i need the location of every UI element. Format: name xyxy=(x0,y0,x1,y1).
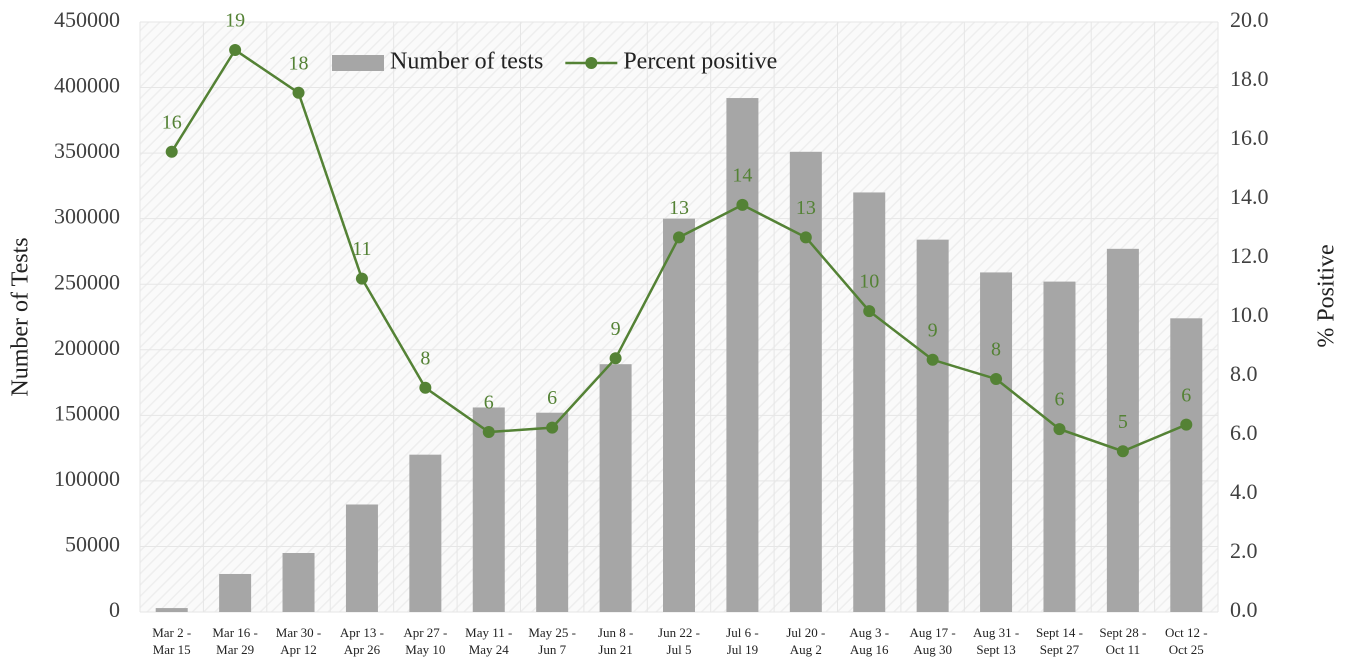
value-label: 6 xyxy=(1181,384,1191,406)
bar xyxy=(282,553,315,612)
y2-tick-label: 18.0 xyxy=(1230,66,1269,91)
y-tick-label: 200000 xyxy=(54,335,120,360)
value-label: 8 xyxy=(991,339,1001,361)
value-label: 16 xyxy=(162,111,182,133)
y2-tick-label: 20.0 xyxy=(1230,7,1269,32)
bar xyxy=(536,412,569,612)
bar xyxy=(980,272,1013,612)
y2-tick-label: 6.0 xyxy=(1230,420,1258,445)
value-label: 10 xyxy=(859,271,879,293)
x-tick-label: May 11 -May 24 xyxy=(465,625,512,657)
value-label: 6 xyxy=(1054,389,1064,411)
value-label: 14 xyxy=(732,164,752,186)
y2-tick-label: 12.0 xyxy=(1230,243,1269,268)
x-tick-label: Jul 6 -Jul 19 xyxy=(726,625,759,657)
point xyxy=(165,145,178,158)
point xyxy=(1180,418,1193,431)
y-tick-label: 50000 xyxy=(65,531,120,556)
point xyxy=(482,426,495,439)
bar xyxy=(409,454,442,612)
x-tick-label: Sept 28 -Oct 11 xyxy=(1099,625,1146,657)
point xyxy=(990,372,1003,385)
value-label: 9 xyxy=(611,318,621,340)
y-tick-label: 350000 xyxy=(54,138,120,163)
value-label: 6 xyxy=(484,392,494,414)
x-tick-label: Sept 14 -Sept 27 xyxy=(1036,625,1083,657)
bar xyxy=(472,407,505,612)
y-tick-label: 250000 xyxy=(54,269,120,294)
point xyxy=(1053,423,1066,436)
point xyxy=(926,353,939,366)
y-tick-label: 0 xyxy=(109,597,120,622)
value-label: 19 xyxy=(225,10,245,32)
bar xyxy=(1043,281,1076,612)
bar xyxy=(345,504,378,612)
y2-tick-label: 8.0 xyxy=(1230,361,1258,386)
y-axis-label: Number of Tests xyxy=(8,237,34,396)
x-tick-label: Aug 31 -Sept 13 xyxy=(973,625,1019,657)
legend-label: Number of tests xyxy=(390,49,543,75)
y2-tick-label: 2.0 xyxy=(1230,538,1258,563)
x-tick-label: Apr 13 -Apr 26 xyxy=(340,625,384,657)
x-tick-label: Jun 22 -Jul 5 xyxy=(658,625,700,657)
x-tick-label: Apr 27 -May 10 xyxy=(403,625,447,657)
legend-swatch xyxy=(585,57,598,69)
point xyxy=(546,421,559,434)
x-tick-label: Oct 12 -Oct 25 xyxy=(1165,625,1208,657)
y-tick-label: 300000 xyxy=(54,204,120,229)
x-tick-label: Aug 3 -Aug 16 xyxy=(849,625,889,657)
y2-tick-label: 0.0 xyxy=(1230,597,1258,622)
x-tick-label: Jul 20 -Aug 2 xyxy=(786,625,825,657)
y2-axis-label: % Positive xyxy=(1314,244,1340,347)
point xyxy=(419,381,432,394)
x-tick-label: Mar 30 -Apr 12 xyxy=(276,625,322,657)
y2-tick-label: 10.0 xyxy=(1230,302,1269,327)
x-tick-label: Jun 8 -Jun 21 xyxy=(598,625,633,657)
bar xyxy=(1170,318,1203,612)
point xyxy=(609,352,622,365)
bar xyxy=(853,192,886,612)
bar xyxy=(155,608,188,612)
point xyxy=(736,198,749,211)
point xyxy=(292,86,305,99)
bar xyxy=(599,364,632,612)
point xyxy=(1116,445,1129,458)
bar xyxy=(916,239,949,612)
point xyxy=(673,231,685,244)
bar xyxy=(219,573,252,612)
x-tick-label: May 25 -Jun 7 xyxy=(528,625,576,657)
x-tick-label: Aug 17 -Aug 30 xyxy=(910,625,956,657)
value-label: 11 xyxy=(352,238,371,260)
point xyxy=(355,272,368,285)
value-label: 6 xyxy=(547,387,557,409)
value-label: 9 xyxy=(928,319,938,341)
bar xyxy=(789,151,822,613)
x-tick-label: Mar 16 -Mar 29 xyxy=(212,625,258,657)
point xyxy=(799,231,812,244)
value-label: 5 xyxy=(1118,411,1128,433)
point xyxy=(229,44,242,57)
y-tick-label: 150000 xyxy=(54,400,120,425)
y2-tick-label: 14.0 xyxy=(1230,184,1269,209)
y2-tick-label: 4.0 xyxy=(1230,479,1258,504)
value-label: 8 xyxy=(420,347,430,369)
point xyxy=(863,305,876,318)
legend-swatch xyxy=(332,55,384,71)
bar xyxy=(726,98,759,613)
value-label: 13 xyxy=(669,197,689,219)
legend-label: Percent positive xyxy=(623,49,777,75)
bar xyxy=(663,218,695,612)
y-tick-label: 400000 xyxy=(54,73,120,98)
value-label: 13 xyxy=(796,197,816,219)
y-tick-label: 100000 xyxy=(54,466,120,491)
y2-tick-label: 16.0 xyxy=(1230,125,1269,150)
bar xyxy=(1106,248,1139,613)
x-tick-label: Mar 2 -Mar 15 xyxy=(152,625,191,657)
value-label: 18 xyxy=(289,52,309,74)
y-tick-label: 450000 xyxy=(54,7,120,32)
